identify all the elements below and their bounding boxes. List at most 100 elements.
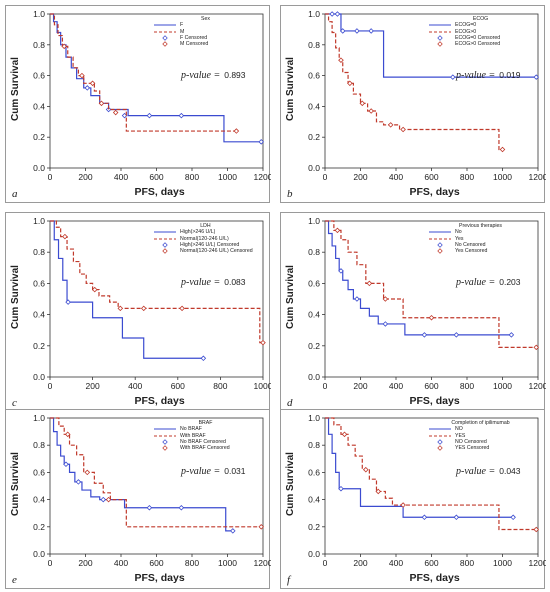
censored-marker — [375, 488, 382, 495]
legend-symbol-svg — [437, 248, 443, 255]
legend-symbol — [428, 439, 452, 445]
legend-label: YES Censored — [455, 445, 490, 452]
legend-symbol — [153, 426, 177, 432]
legend-symbol — [428, 229, 452, 235]
x-tick-label: 200 — [86, 381, 100, 391]
censored-marker — [258, 524, 264, 530]
y-tick-label: 0.6 — [308, 467, 320, 477]
legend-item: ECOG>0 Censored — [428, 41, 533, 47]
x-tick-label: 1000 — [254, 381, 271, 391]
censored-marker — [329, 11, 335, 17]
legend-symbol-svg — [437, 242, 443, 248]
censored-marker — [84, 469, 91, 476]
legend-symbol-svg — [437, 35, 443, 41]
legend-item: With BRAF — [153, 433, 258, 439]
legend-title: BRAF — [198, 420, 213, 426]
censored-marker — [368, 108, 374, 114]
censored-marker — [510, 514, 516, 521]
legend-label: Normal(120-246 U/L) — [180, 235, 229, 242]
panel-label: a — [12, 188, 18, 200]
legend-item: High(>246 U/L) Censored — [153, 242, 258, 248]
censored-marker — [200, 355, 207, 362]
legend-item: Normal(120-246 U/L) Censored — [153, 248, 258, 254]
legend-label: ECOG>0 — [455, 28, 477, 35]
censored-marker — [366, 280, 373, 287]
legend-title: Previous therapies — [459, 223, 502, 229]
x-tick-label: 400 — [114, 558, 128, 568]
y-tick-label: 0.8 — [33, 40, 45, 50]
legend-symbol-svg — [154, 31, 176, 33]
p-value-text: p-value = 0.019 — [456, 70, 521, 81]
legend-symbol-svg — [437, 445, 443, 452]
y-tick-label: 0.4 — [33, 495, 45, 505]
y-tick-label: 0.8 — [308, 440, 320, 450]
censored-marker — [140, 305, 147, 312]
censored-marker — [347, 80, 353, 87]
legend-item: ECOG=0 — [428, 22, 533, 28]
legend: ECOG ECOG=0 ECOG>0 ECOG=0 Censored ECOG>0 Ce… — [428, 16, 533, 47]
legend-symbol-svg — [154, 238, 176, 240]
legend-label: NO — [455, 426, 463, 433]
legend-diamond — [162, 242, 168, 248]
legend-item: ECOG=0 Censored — [428, 35, 533, 41]
y-tick-label: 0.6 — [33, 71, 45, 81]
censored-marker — [354, 296, 360, 302]
x-tick-label: 600 — [424, 381, 438, 391]
legend-symbol-svg — [429, 31, 451, 33]
legend-item: NO — [428, 426, 533, 432]
y-tick-label: 0.8 — [33, 440, 45, 450]
y-axis-label: Cum Survival — [10, 452, 21, 516]
y-axis-label: Cum Survival — [10, 57, 21, 121]
censored-marker — [65, 299, 71, 305]
legend-diamond — [162, 439, 168, 445]
censored-marker — [84, 85, 91, 91]
y-tick-label: 0.6 — [33, 467, 45, 477]
x-tick-label: 800 — [460, 381, 474, 391]
x-tick-label: 800 — [185, 172, 199, 182]
panel-label: e — [12, 574, 17, 586]
p-value-key: p-value = — [456, 466, 496, 478]
censored-marker — [533, 526, 539, 533]
x-tick-label: 800 — [185, 558, 199, 568]
x-tick-label: 600 — [149, 558, 163, 568]
p-value-number: 0.043 — [499, 466, 521, 477]
censored-marker — [338, 57, 344, 63]
x-axis-label: PFS, days — [409, 572, 460, 584]
legend-label: No — [455, 229, 462, 236]
legend-label: High(>246 U/L) Censored — [180, 241, 240, 248]
legend-label: No Censored — [455, 241, 486, 248]
x-tick-label: 1000 — [493, 381, 512, 391]
legend-item: ECOG>0 — [428, 29, 533, 35]
censored-marker — [499, 146, 506, 153]
censored-marker — [382, 296, 389, 302]
legend-symbol — [428, 22, 452, 28]
x-tick-label: 0 — [323, 172, 328, 182]
legend-symbol — [428, 433, 452, 439]
km-plot-svg: 0.0 0.2 0.4 0.6 0.8 1.0 0 200 400 600 800 1000 1200 — [308, 216, 546, 391]
legend-symbol — [153, 29, 177, 35]
legend-label: Normal(120-246 U/L) Censored — [180, 248, 253, 255]
legend-item: High(>246 U/L) — [153, 229, 258, 235]
legend-item: No BRAF Censored — [153, 439, 258, 445]
legend-diamond — [162, 41, 168, 48]
legend-label: With BRAF — [180, 432, 206, 439]
y-tick-label: 0.4 — [33, 310, 45, 320]
x-tick-label: 400 — [389, 558, 403, 568]
censored-marker — [258, 139, 264, 145]
x-tick-label: 0 — [48, 172, 53, 182]
x-tick-label: 0 — [48, 381, 53, 391]
legend-symbol-svg — [162, 248, 168, 255]
censored-marker — [62, 233, 68, 240]
censored-marker — [112, 109, 119, 116]
legend-diamond — [437, 445, 443, 452]
y-tick-label: 0.0 — [308, 549, 320, 559]
legend-diamond — [162, 445, 168, 452]
legend-symbol-svg — [429, 238, 451, 240]
y-tick-label: 1.0 — [308, 216, 320, 226]
legend-symbol-svg — [429, 24, 451, 26]
x-tick-label: 600 — [424, 558, 438, 568]
x-tick-label: 1200 — [529, 558, 546, 568]
p-value-text: p-value = 0.893 — [181, 70, 246, 81]
censored-marker — [450, 74, 456, 80]
x-tick-label: 800 — [213, 381, 227, 391]
